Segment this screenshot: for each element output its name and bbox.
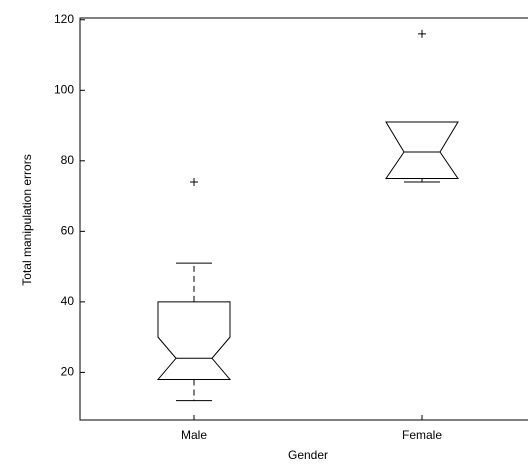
y-tick-label: 60 [61,224,75,238]
outlier [418,29,426,38]
y-tick-label: 80 [61,153,75,167]
x-tick-label: Female [402,428,442,442]
x-tick-label: Male [181,428,207,442]
box [385,121,459,179]
y-tick-label: 120 [54,12,74,26]
box [156,301,232,380]
outlier [190,177,198,186]
y-tick-label: 40 [61,294,75,308]
y-tick-label: 20 [61,365,75,379]
y-axis-label: Total manipulation errors [20,154,34,285]
y-tick-label: 100 [54,82,74,96]
x-axis-label: Gender [288,448,328,462]
axes-frame [79,17,528,421]
